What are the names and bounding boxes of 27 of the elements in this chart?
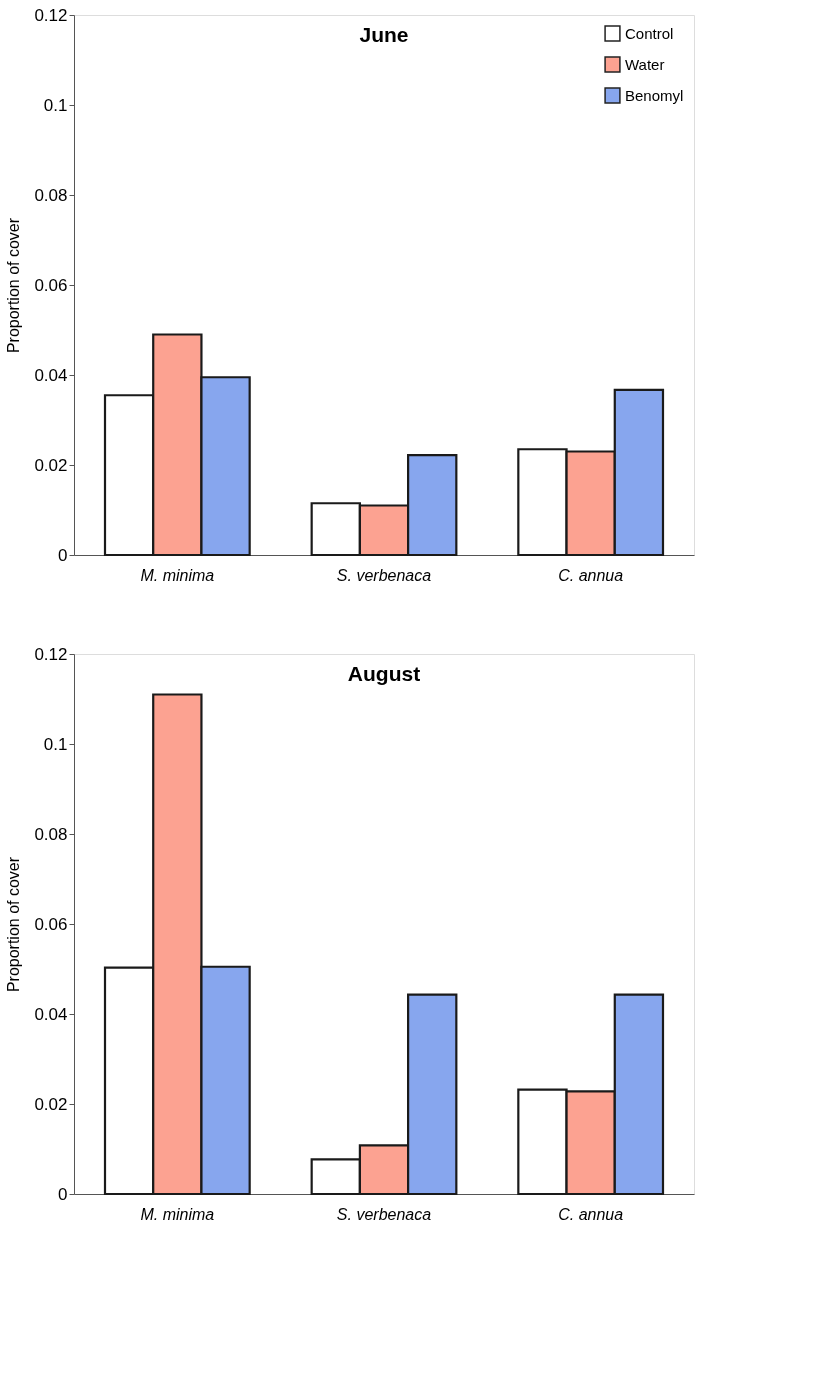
- chart-title: August: [347, 662, 421, 685]
- y-axis-title: Proportion of cover: [5, 856, 23, 993]
- y-tick-label: 0: [58, 1184, 68, 1204]
- x-tick-label: C. annua: [558, 566, 624, 584]
- x-tick-label: M. minima: [140, 1205, 215, 1223]
- y-tick-label: 0.04: [34, 1004, 68, 1024]
- x-tick-label: S. verbenaca: [336, 1205, 432, 1223]
- y-tick-label: 0.04: [34, 365, 68, 385]
- y-tick-label: 0.02: [34, 455, 68, 475]
- x-tick-label: S. verbenaca: [336, 566, 432, 584]
- y-tick-label: 0.06: [34, 275, 68, 295]
- y-tick-label: 0.08: [34, 185, 68, 205]
- y-tick-label: 0: [58, 545, 68, 565]
- y-tick-label: 0.1: [43, 95, 68, 115]
- legend-label: Control: [625, 24, 674, 42]
- y-tick-label: 0.12: [34, 644, 68, 664]
- legend-label: Benomyl: [625, 86, 684, 104]
- y-tick-label: 0.02: [34, 1094, 68, 1114]
- y-tick-label: 0.08: [34, 824, 68, 844]
- legend-label: Water: [625, 55, 665, 73]
- y-tick-label: 0.12: [34, 5, 68, 25]
- y-tick-label: 0.1: [43, 734, 68, 754]
- chart-title: June: [359, 23, 409, 46]
- x-tick-label: M. minima: [140, 566, 215, 584]
- x-tick-label: C. annua: [558, 1205, 624, 1223]
- y-axis-title: Proportion of cover: [5, 217, 23, 354]
- y-tick-label: 0.06: [34, 914, 68, 934]
